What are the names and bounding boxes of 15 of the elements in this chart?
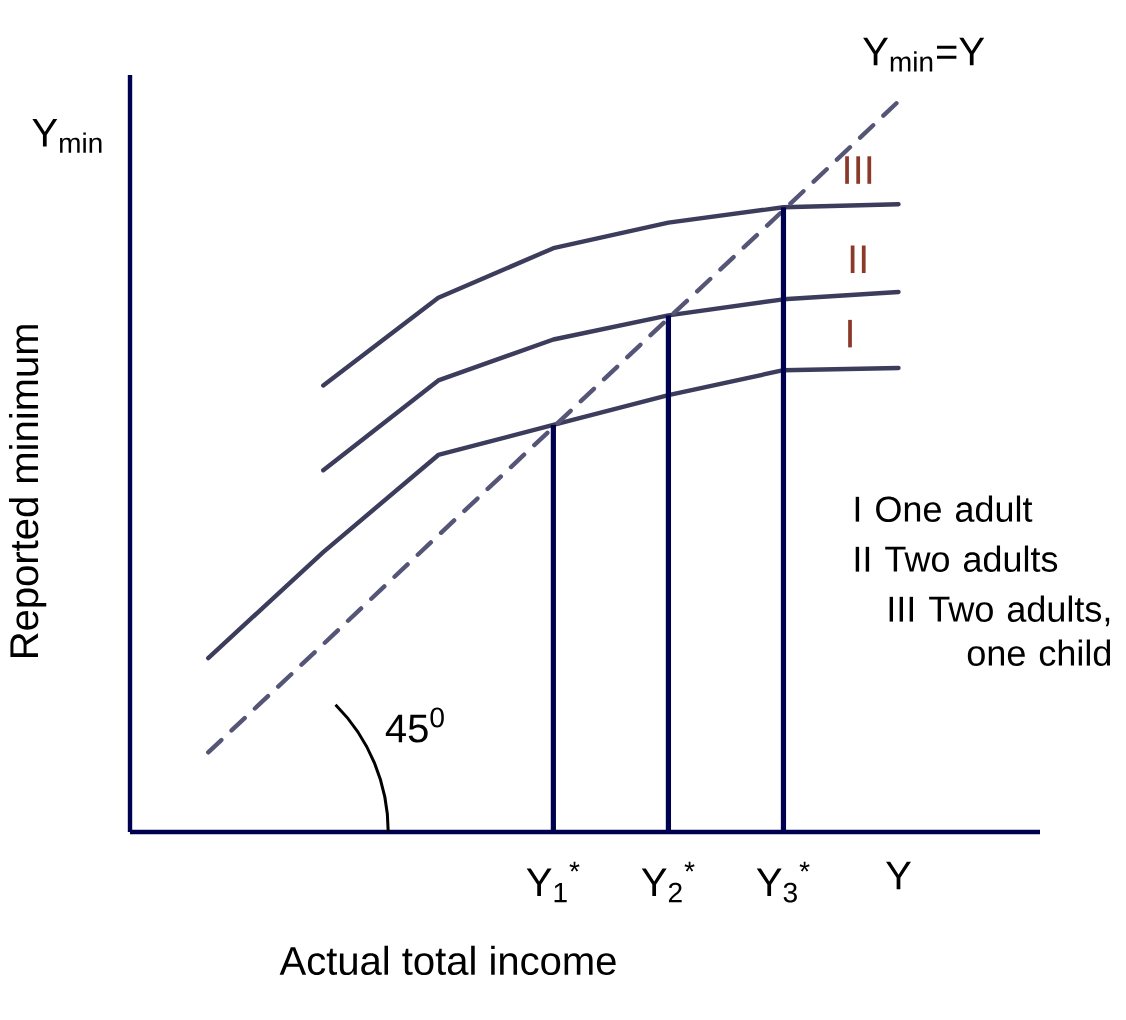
x-tick-label: Y [886, 861, 911, 890]
series-label: II [850, 245, 866, 274]
series-label: III [845, 156, 872, 184]
series-label: I [848, 319, 852, 348]
x-axis-title: Actual total income [279, 945, 616, 976]
x-tick-label: Y$_{1}$* [526, 861, 580, 903]
x-tick-label: Y$_{3}$* [756, 861, 810, 903]
annotation: III Two adults, one child [889, 595, 1111, 666]
y-axis-title: Reported minimum [8, 325, 47, 658]
x-tick-label: Y$_{2}$* [641, 861, 695, 903]
annotation: I One adult [855, 495, 1033, 522]
annotation: II Two adults [855, 545, 1058, 572]
annotation: 45$^{0}$ [385, 707, 444, 743]
text: Y$_{min}$ [32, 118, 102, 153]
annotation: Y$_{min}$=Y [863, 37, 985, 72]
